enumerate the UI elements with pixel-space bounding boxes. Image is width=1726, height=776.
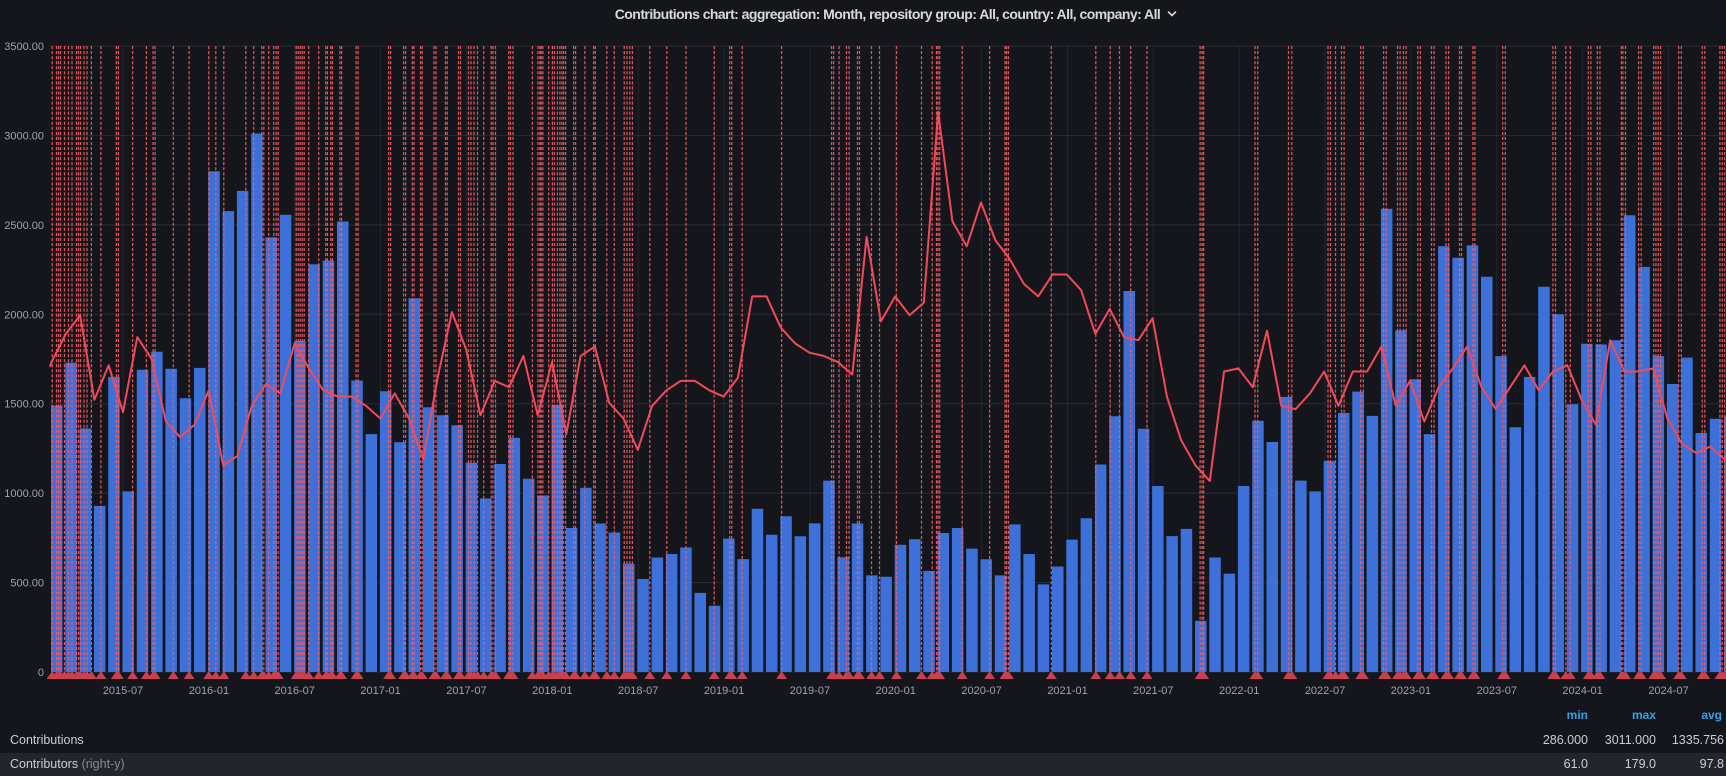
svg-text:2024-07: 2024-07 — [1648, 685, 1688, 697]
svg-text:2022-01: 2022-01 — [1219, 685, 1259, 697]
svg-text:2021-07: 2021-07 — [1133, 685, 1173, 697]
svg-text:3000.00: 3000.00 — [4, 130, 44, 142]
svg-text:2023-01: 2023-01 — [1391, 685, 1431, 697]
svg-text:1500.00: 1500.00 — [4, 399, 44, 411]
svg-text:2016-01: 2016-01 — [189, 685, 229, 697]
svg-text:2019-07: 2019-07 — [790, 685, 830, 697]
svg-text:2015-07: 2015-07 — [103, 685, 143, 697]
svg-text:2023-07: 2023-07 — [1477, 685, 1517, 697]
svg-text:2018-01: 2018-01 — [532, 685, 572, 697]
svg-text:2018-07: 2018-07 — [618, 685, 658, 697]
svg-text:500.00: 500.00 — [10, 578, 44, 590]
svg-text:2020-01: 2020-01 — [876, 685, 916, 697]
svg-text:2016-07: 2016-07 — [275, 685, 315, 697]
svg-text:3500.00: 3500.00 — [4, 41, 44, 53]
svg-text:1000.00: 1000.00 — [4, 488, 44, 500]
svg-text:2017-01: 2017-01 — [360, 685, 400, 697]
svg-text:2020-07: 2020-07 — [961, 685, 1001, 697]
svg-text:2022-07: 2022-07 — [1305, 685, 1345, 697]
svg-text:2019-01: 2019-01 — [704, 685, 744, 697]
svg-text:2017-07: 2017-07 — [446, 685, 486, 697]
svg-text:2021-01: 2021-01 — [1047, 685, 1087, 697]
svg-text:2500.00: 2500.00 — [4, 220, 44, 232]
svg-text:2024-01: 2024-01 — [1562, 685, 1602, 697]
svg-text:0: 0 — [38, 667, 44, 679]
svg-text:2000.00: 2000.00 — [4, 309, 44, 321]
